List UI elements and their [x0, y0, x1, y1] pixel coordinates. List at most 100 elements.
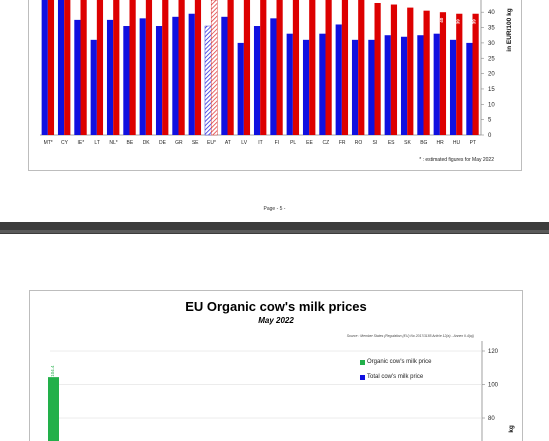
bar-series1	[368, 39, 375, 135]
organic-chart-svg: 80 100 120 104.4 kg	[48, 341, 515, 441]
x-tick-label: FI	[275, 140, 279, 146]
bar-series2	[113, 0, 120, 135]
y-tick-label: 30	[488, 41, 495, 47]
bar-series2	[472, 13, 479, 135]
bar-series2	[456, 13, 463, 135]
bar-series1	[155, 26, 163, 135]
bar-series2	[423, 10, 430, 135]
x-tick-label: CY	[61, 140, 69, 146]
bar-series1	[449, 39, 457, 135]
bar-series2	[96, 0, 104, 135]
y-tick-label: 35	[488, 26, 495, 32]
y-tick-label: 80	[488, 416, 495, 422]
bar-series2	[439, 12, 447, 136]
bar-series2	[80, 0, 87, 135]
x-tick-label: BG	[420, 140, 427, 146]
x-tick-label: EE	[306, 140, 313, 146]
x-tick-label: LV	[241, 140, 247, 146]
bar-series1	[400, 36, 408, 136]
bar-series2	[210, 0, 218, 136]
bar-series2	[341, 0, 349, 135]
bar-series2	[325, 0, 332, 135]
chart-title: EU Organic cow's milk prices	[185, 299, 367, 314]
y-tick-label: 15	[488, 87, 495, 93]
bar-series1	[172, 16, 179, 135]
bar-series1	[90, 39, 97, 135]
x-tick-label: SI	[372, 140, 377, 146]
bar-series2	[227, 0, 234, 135]
bar-series1	[302, 39, 310, 135]
x-tick-label: HR	[437, 140, 445, 146]
x-tick-label: SK	[404, 140, 411, 146]
x-tick-label: RO	[355, 140, 363, 146]
bar-series1	[188, 13, 195, 135]
y-axis-label: kg	[508, 425, 515, 433]
x-tick-label: AT	[225, 140, 231, 146]
bar-value-label: 39	[455, 19, 460, 25]
legend-label-organic: Organic cow's milk price	[367, 359, 432, 365]
y-tick-label: 25	[488, 56, 495, 62]
legend-item-organic: Organic cow's milk price	[360, 359, 432, 365]
x-tick-label: HU	[453, 140, 461, 146]
bar-value-label: 39	[472, 19, 477, 25]
bar-series1	[74, 19, 81, 135]
bar-series1	[253, 26, 261, 135]
x-tick-label: BE	[126, 140, 133, 146]
x-tick-label: ES	[388, 140, 395, 146]
y-tick-label: 5	[488, 118, 492, 124]
bar-series1	[433, 33, 440, 135]
bar-series1	[221, 16, 228, 135]
bar-series1	[106, 19, 114, 135]
bar-series2	[407, 7, 414, 135]
chart-legend: Organic cow's milk price Total cow's mil…	[360, 359, 432, 389]
x-tick-label: CZ	[322, 140, 329, 146]
bar-series1	[335, 24, 342, 136]
bar-series2	[292, 0, 300, 135]
bar-series1	[139, 18, 146, 136]
milk-price-chart: MT* CY IE* LT NL* BE DK DE GR SE EU* AT LV IT FI PL EE CZ…	[28, 0, 522, 171]
bar-series1	[319, 33, 326, 135]
bar-organic	[48, 377, 59, 441]
bar-series2	[47, 0, 55, 135]
bar-series2	[178, 0, 185, 135]
bar-series1	[123, 26, 130, 135]
x-tick-label: LT	[94, 140, 99, 146]
y-tick-label: 40	[488, 10, 495, 16]
bar-series2	[162, 0, 169, 135]
bar-series2	[374, 2, 381, 135]
legend-swatch-organic	[360, 359, 365, 365]
x-tick-label: IE*	[77, 140, 84, 146]
document-page-1: MT* CY IE* LT NL* BE DK DE GR SE EU* AT LV IT FI PL EE CZ…	[28, 0, 522, 212]
x-tick-label: NL*	[109, 140, 117, 146]
bar-series1	[351, 39, 359, 135]
milk-price-chart-svg: MT* CY IE* LT NL* BE DK DE GR SE EU* AT LV IT FI PL EE CZ…	[40, 0, 513, 146]
organic-milk-price-chart: EU Organic cow's milk prices May 2022 So…	[29, 290, 523, 441]
y-tick-label: 0	[488, 133, 492, 139]
bar-series2	[276, 0, 283, 135]
x-tick-label: PT	[470, 140, 476, 146]
bar-series2	[145, 0, 153, 135]
bar-series1	[286, 33, 293, 135]
y-tick-label: 20	[488, 72, 495, 78]
page-number: Page - 5 -	[263, 206, 286, 212]
bar-series1	[204, 25, 212, 136]
x-tick-label: PL	[290, 140, 296, 146]
bar-series1	[466, 42, 473, 135]
chart-source: Source : Member States (Regulation (EU) …	[346, 334, 474, 338]
y-tick-label: 120	[488, 349, 499, 355]
x-tick-label: DK	[143, 140, 151, 146]
bar-series2	[243, 0, 251, 135]
bar-series2	[64, 0, 71, 135]
y-tick-label: 10	[488, 102, 495, 108]
y-tick-label: 100	[488, 383, 499, 389]
legend-label-total: Total cow's milk price	[367, 374, 424, 380]
bar-series2	[129, 0, 136, 135]
x-tick-label: FR	[339, 140, 346, 146]
legend-swatch-total	[360, 374, 365, 380]
x-tick-label: DE	[159, 140, 167, 146]
bar-series2	[390, 4, 398, 136]
chart-footnote: * : estimated figures for May 2022	[419, 157, 494, 163]
bar-series1	[417, 35, 424, 135]
bar-series2	[309, 0, 316, 135]
x-tick-label: SE	[192, 140, 199, 146]
